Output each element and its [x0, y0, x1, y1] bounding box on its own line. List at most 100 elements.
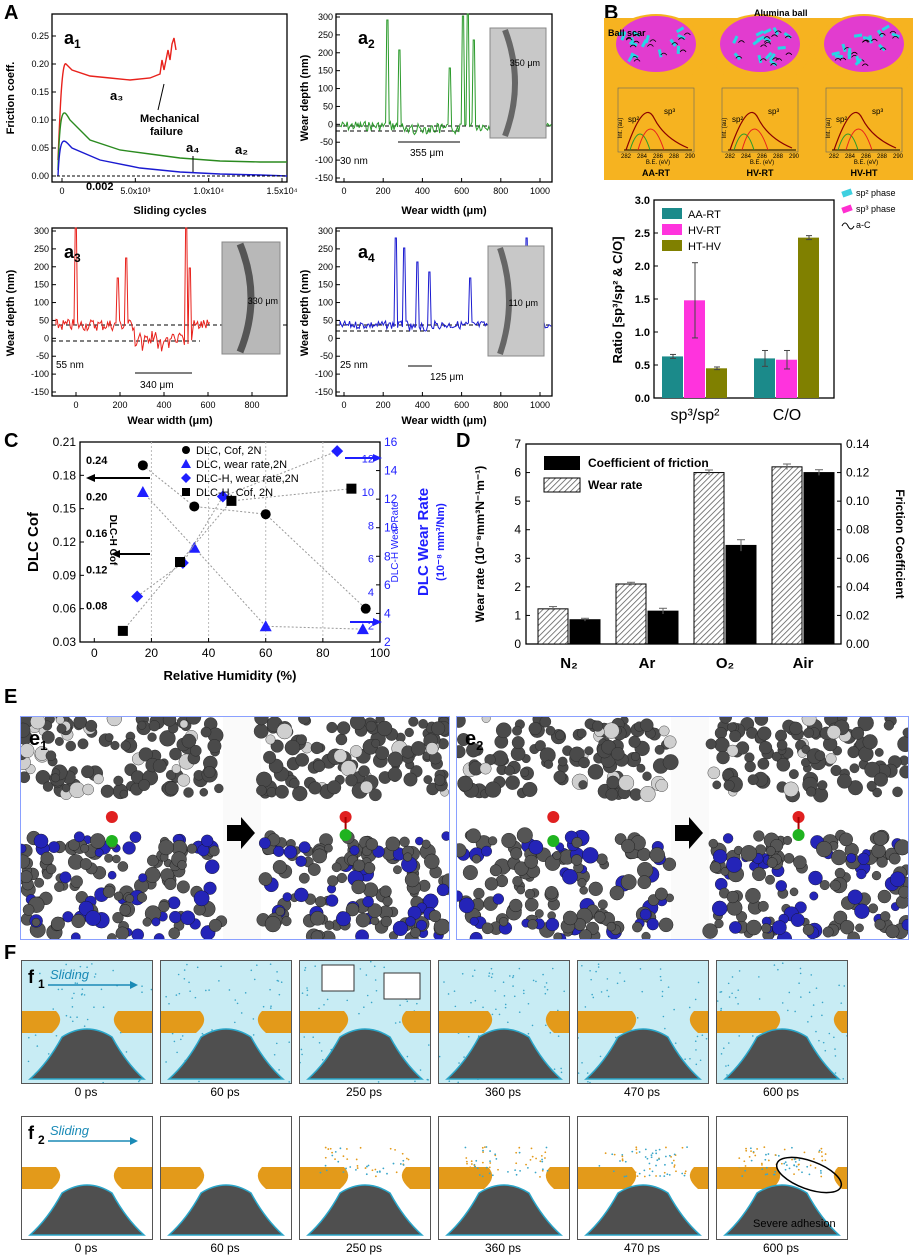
chart-a4: -150 -100 -50 0 50 100 150 200 250 300 0 200 400 600…	[300, 226, 553, 427]
f-water-molecule	[275, 1042, 278, 1045]
e-atom-lower	[847, 931, 860, 939]
e-atom-lower	[524, 897, 539, 912]
e-atom-lower	[298, 841, 311, 854]
e-atom-upper	[520, 767, 530, 777]
f-water-molecule	[695, 1049, 697, 1051]
panel-letter-c: C	[4, 430, 19, 452]
e-atom-upper	[457, 775, 474, 792]
f-debris	[671, 1162, 674, 1164]
f-debris	[655, 1152, 658, 1155]
f-debris	[820, 1172, 822, 1174]
f-asperity-left	[717, 1011, 781, 1033]
b-sp2-fragment	[772, 26, 780, 36]
f-debris	[783, 1148, 786, 1151]
e-atom-lower	[404, 872, 420, 888]
f-water-molecule	[563, 990, 565, 993]
f-debris	[754, 1154, 757, 1157]
f-water-molecule	[808, 991, 811, 994]
f-water-molecule	[818, 1039, 820, 1042]
e-atom-lower	[102, 885, 115, 898]
b-sp2-fragment	[617, 31, 627, 36]
e-atom-upper	[110, 740, 120, 750]
f-water-molecule	[544, 986, 546, 988]
e-atom-upper	[716, 750, 730, 765]
e-atom-upper	[806, 786, 817, 797]
e-atom-lower	[740, 845, 757, 862]
f-water-molecule	[523, 992, 525, 995]
f-debris	[808, 1173, 811, 1176]
f-water-molecule	[807, 1021, 809, 1023]
f-debris	[625, 1175, 628, 1178]
b-inset-xtick: 288	[669, 154, 680, 160]
f-water-molecule	[256, 964, 258, 966]
a1-frame	[51, 13, 288, 183]
f-water-molecule	[661, 995, 664, 998]
f-substrate	[723, 1184, 841, 1236]
f1-frame-1	[160, 960, 292, 1084]
a3-ann-img: 330 μm	[248, 296, 278, 306]
e-atom-lower	[562, 868, 578, 885]
f1-label-sub: 1	[38, 977, 45, 991]
a4-ytick-label: -100	[315, 369, 333, 379]
a3-ytick-label: 50	[39, 315, 49, 325]
f-water-molecule	[549, 1031, 552, 1034]
b-inset-xtick: 282	[725, 154, 736, 160]
c-ytick-left-label: 0.21	[53, 435, 77, 449]
f-adhesion-ring	[775, 1156, 843, 1194]
f2-time-2: 250 ps	[345, 1241, 383, 1255]
f-water-molecule	[276, 979, 279, 982]
a4-ann-img: 110 μm	[508, 298, 538, 308]
e-atom-upper	[81, 765, 94, 779]
e-atom-upper	[776, 739, 788, 751]
b-sp2-fragment	[627, 53, 635, 63]
d-bar-solid-0	[569, 619, 601, 645]
d-xtick-label: Air	[793, 655, 814, 672]
f-debris	[489, 1160, 491, 1163]
f-debris	[479, 1172, 482, 1175]
e-atom-lower	[639, 908, 652, 921]
e-atom-lower	[125, 894, 135, 904]
e-atom-lower	[609, 885, 625, 901]
c-ylabel-left: DLC Cof	[25, 511, 42, 572]
f-debris	[774, 1154, 777, 1156]
c-ytick-left-label: 0.09	[53, 568, 77, 582]
e-atom-upper	[592, 720, 604, 732]
f-debris	[604, 1152, 607, 1155]
e-atom-lower	[208, 918, 222, 932]
f-water-molecule	[102, 1006, 105, 1008]
f-asperity-right	[833, 1167, 847, 1189]
e-atom-lower	[606, 922, 616, 932]
e-atom-upper	[584, 746, 594, 756]
e-atom-upper	[723, 779, 735, 791]
f-water-molecule	[321, 1058, 324, 1061]
f-water-molecule	[74, 982, 77, 984]
f2-time-0: 0 ps	[74, 1241, 98, 1255]
f-water-molecule	[720, 1009, 722, 1012]
c-legend-label: DLC-H, Cof, 2N	[196, 487, 273, 499]
e-atom-lower	[579, 886, 588, 895]
e-atom-lower	[871, 870, 882, 881]
e-atom-upper	[662, 754, 679, 771]
f-water-molecule	[720, 1007, 723, 1010]
e-atom-upper	[747, 774, 759, 786]
e-atom-upper	[557, 756, 568, 767]
f-debris	[646, 1157, 649, 1160]
f-water-molecule	[312, 1036, 315, 1039]
f-water-molecule	[694, 998, 697, 1001]
e-atom-lower	[385, 836, 401, 852]
f-debris	[651, 1152, 654, 1155]
e-atom-upper	[729, 730, 742, 743]
e-atom-lower	[295, 855, 307, 867]
f-water-molecule	[838, 984, 840, 987]
e-atom-lower	[307, 863, 321, 876]
f2-label-sub: 2	[38, 1133, 45, 1147]
e-atom-lower	[492, 893, 504, 905]
b-ac-fragment	[771, 34, 778, 38]
f1-time-0: 0 ps	[74, 1085, 98, 1099]
b-spectrum-sp3	[637, 128, 665, 151]
f-water-molecule	[252, 1034, 255, 1036]
f-debris	[745, 1147, 747, 1150]
e-atom-lower	[433, 918, 449, 935]
e-atom-lower	[158, 900, 170, 913]
e-atom-lower	[481, 922, 494, 935]
